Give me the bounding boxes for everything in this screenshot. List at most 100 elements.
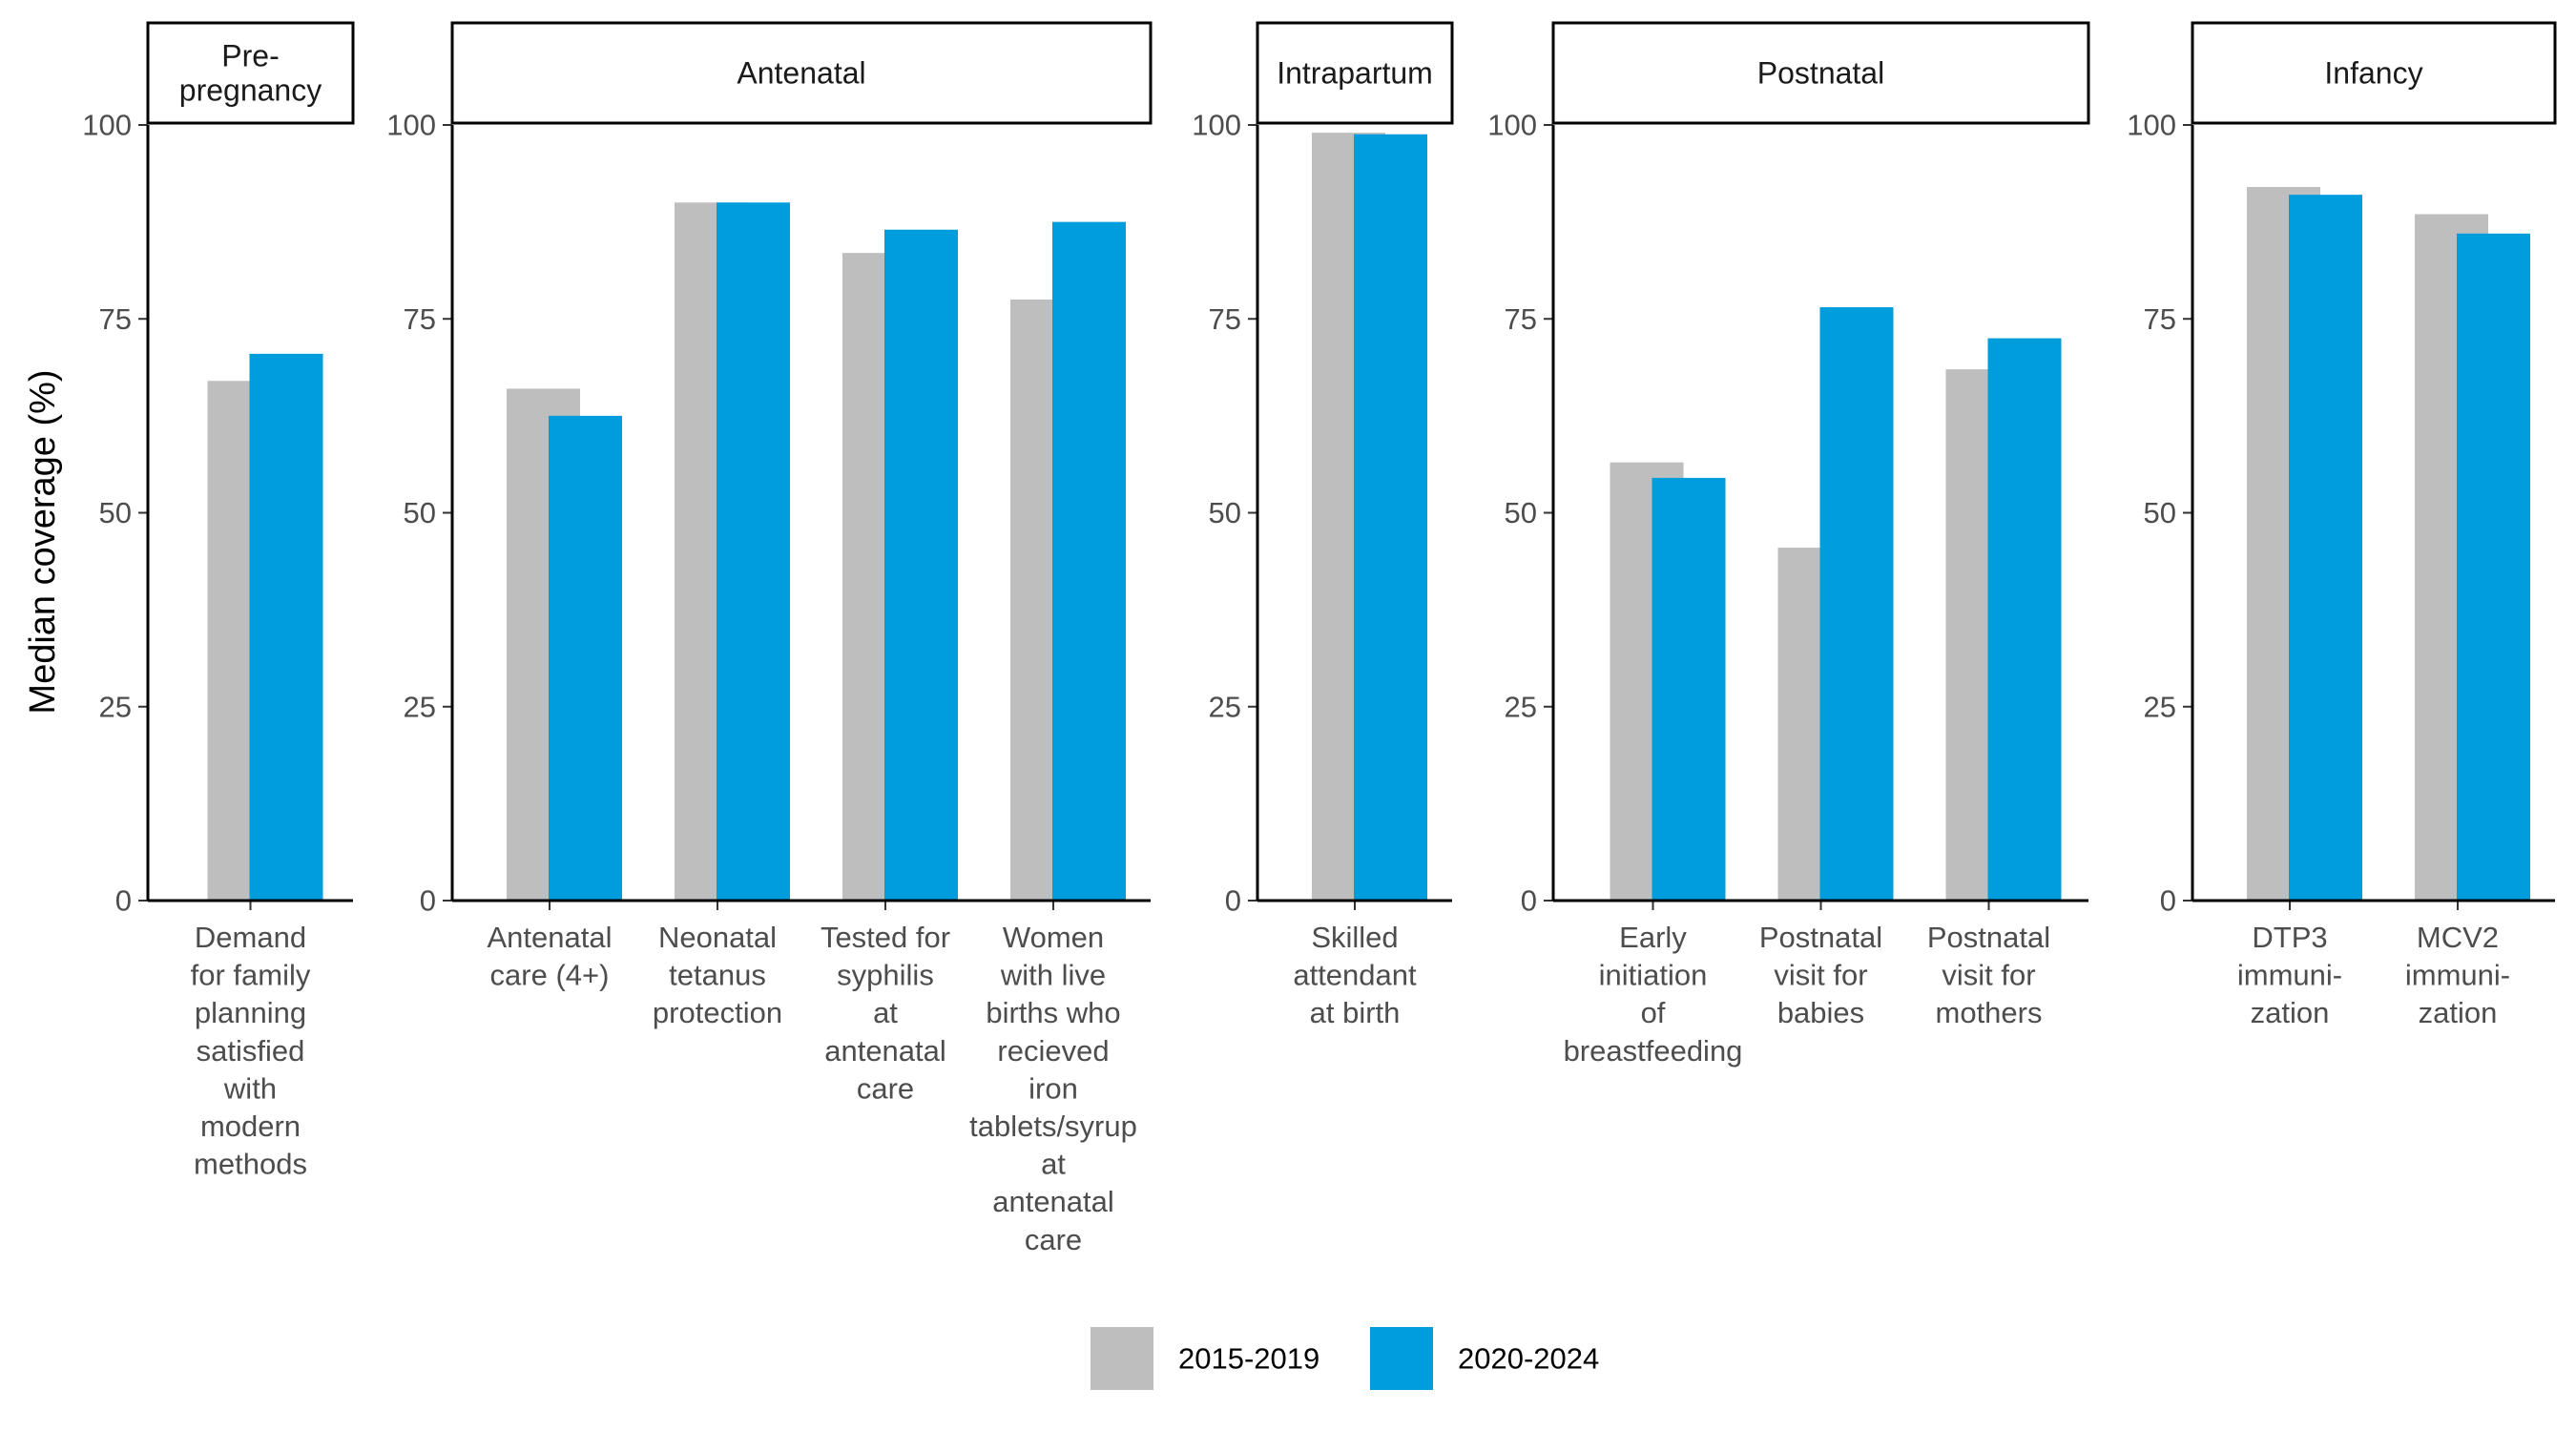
panel-strip xyxy=(1551,21,2090,125)
category-label: care xyxy=(857,1071,914,1105)
category-label: Demand xyxy=(195,921,306,954)
y-tick-label: 50 xyxy=(1505,496,1537,529)
category-label: care xyxy=(1025,1223,1082,1256)
bar-period-2 xyxy=(1987,338,2062,901)
category-label: Antenatal xyxy=(488,921,613,954)
category-label: zation xyxy=(2419,996,2498,1029)
category-label: Skilled xyxy=(1311,921,1398,954)
category-label: at birth xyxy=(1310,996,1401,1029)
bar-period-2 xyxy=(549,415,622,901)
panels-layer: Pre-pregnancy Demand for family planning sat… xyxy=(82,21,2557,1256)
bar-period-2 xyxy=(1354,134,1427,902)
y-tick-label: 50 xyxy=(99,496,132,529)
category-label: for family xyxy=(191,959,311,992)
bar-period-2 xyxy=(717,202,790,902)
y-tick-label: 0 xyxy=(1225,884,1241,918)
legend-label: 2020-2024 xyxy=(1458,1342,1599,1376)
bar-period-2 xyxy=(249,353,323,902)
category-label: immuni- xyxy=(2237,959,2342,992)
category-label: Postnatal xyxy=(1759,921,1882,954)
y-tick-label: 75 xyxy=(2144,302,2176,336)
category-label: babies xyxy=(1777,996,1864,1029)
category-label: MCV2 xyxy=(2417,921,2499,954)
category-label: modern xyxy=(200,1110,301,1143)
category-label: immuni- xyxy=(2405,959,2510,992)
panel-1: Antenatal Antenatal care (4+) Neonatal tetan… xyxy=(386,21,1153,1256)
category-label: visit for xyxy=(1774,959,1867,992)
category-label: with live xyxy=(1000,959,1106,992)
y-tick-label: 75 xyxy=(404,302,436,336)
category-label: iron xyxy=(1028,1071,1078,1105)
category-label: at xyxy=(1041,1148,1066,1181)
panel-strip xyxy=(450,21,1153,125)
y-tick-label: 50 xyxy=(1209,496,1241,529)
category-label: of xyxy=(1641,996,1666,1029)
category-label: with xyxy=(223,1071,277,1105)
category-label: initiation xyxy=(1599,959,1708,992)
y-tick-label: 50 xyxy=(404,496,436,529)
category-label: tablets/syrup xyxy=(969,1110,1137,1143)
legend-label: 2015-2019 xyxy=(1178,1342,1319,1376)
bar-period-2 xyxy=(2457,233,2530,901)
bar-period-2 xyxy=(1052,221,1126,901)
category-label: antenatal xyxy=(992,1185,1114,1218)
y-tick-label: 75 xyxy=(1505,302,1537,336)
category-label: satisfied xyxy=(197,1034,305,1068)
panel-2: Intrapartum Skilled attendant at birth 0 25 50… xyxy=(1192,21,1454,1029)
bar-period-2 xyxy=(884,229,958,901)
y-tick-label: 25 xyxy=(1209,690,1241,723)
category-label: Women xyxy=(1003,921,1104,954)
category-label: methods xyxy=(194,1148,307,1181)
category-label: protection xyxy=(653,996,782,1029)
category-label: attendant xyxy=(1293,959,1417,992)
y-tick-label: 25 xyxy=(99,690,132,723)
category-label: recieved xyxy=(997,1034,1109,1068)
y-tick-label: 75 xyxy=(1209,302,1241,336)
category-label: births who xyxy=(986,996,1120,1029)
category-label: breastfeeding xyxy=(1564,1034,1743,1068)
legend-key-1 xyxy=(1091,1327,1153,1390)
legend-key-2 xyxy=(1370,1327,1433,1390)
y-axis-title: Median coverage (%) xyxy=(23,369,63,714)
y-tick-label: 0 xyxy=(1521,884,1537,918)
panel-title: Pre- xyxy=(221,39,279,73)
category-label: zation xyxy=(2251,996,2330,1029)
category-label: tetanus xyxy=(669,959,766,992)
y-tick-label: 100 xyxy=(1487,109,1537,142)
y-tick-label: 0 xyxy=(2160,884,2176,918)
y-tick-label: 25 xyxy=(404,690,436,723)
category-label: Early xyxy=(1619,921,1687,954)
category-label: mothers xyxy=(1936,996,2043,1029)
category-label: Neonatal xyxy=(658,921,777,954)
y-tick-label: 100 xyxy=(2127,109,2176,142)
category-label: Postnatal xyxy=(1927,921,2050,954)
category-label: syphilis xyxy=(837,959,934,992)
panel-title: Infancy xyxy=(2324,56,2422,91)
panel-0: Pre-pregnancy Demand for family planning sat… xyxy=(82,21,355,1181)
panel-title: pregnancy xyxy=(179,73,322,108)
y-tick-label: 100 xyxy=(386,109,436,142)
category-label: DTP3 xyxy=(2252,921,2327,954)
panel-title: Postnatal xyxy=(1757,56,1884,91)
panel-strip xyxy=(1256,21,1454,125)
y-tick-label: 0 xyxy=(420,884,436,918)
y-tick-label: 25 xyxy=(2144,690,2176,723)
category-label: Tested for xyxy=(821,921,950,954)
bar-period-2 xyxy=(1652,477,1726,901)
y-tick-label: 100 xyxy=(82,109,132,142)
bar-period-2 xyxy=(1819,307,1894,901)
legend: 2015-2019 2020-2024 xyxy=(1091,1327,1599,1390)
panel-3: Postnatal Early initiation of breastfeeding P… xyxy=(1487,21,2090,1068)
y-tick-label: 50 xyxy=(2144,496,2176,529)
category-label: antenatal xyxy=(824,1034,946,1068)
category-label: care (4+) xyxy=(490,959,610,992)
y-tick-label: 25 xyxy=(1505,690,1537,723)
panel-title: Intrapartum xyxy=(1277,56,1433,91)
bar-period-2 xyxy=(2289,195,2362,902)
y-tick-label: 100 xyxy=(1192,109,1241,142)
panel-title: Antenatal xyxy=(737,56,865,91)
category-label: at xyxy=(873,996,898,1029)
category-label: visit for xyxy=(1942,959,2035,992)
panel-4: Infancy DTP3 immuni-zation MCV2 immuni-zatio… xyxy=(2127,21,2557,1029)
